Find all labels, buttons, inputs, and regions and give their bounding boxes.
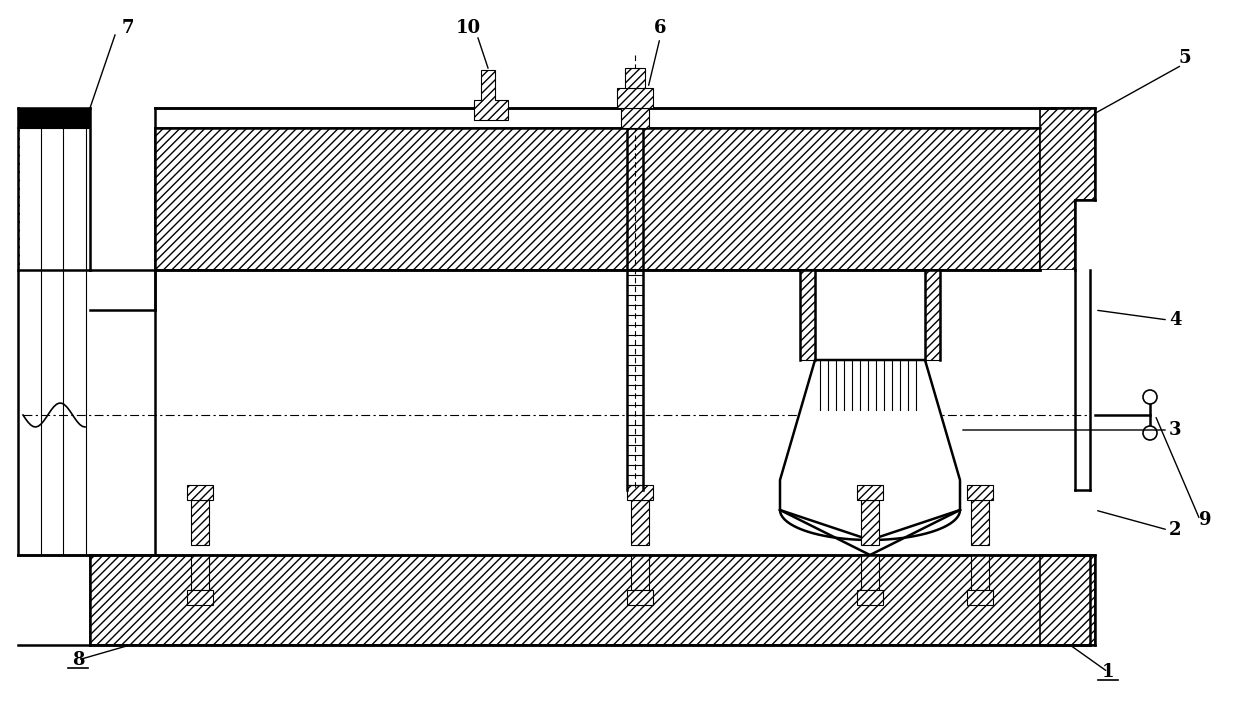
- Circle shape: [1143, 426, 1157, 440]
- Bar: [631, 500, 649, 545]
- Bar: [857, 485, 883, 500]
- Bar: [618, 88, 653, 108]
- Bar: [19, 108, 91, 128]
- Bar: [187, 485, 213, 500]
- Bar: [191, 500, 210, 545]
- Bar: [187, 590, 213, 605]
- Bar: [1040, 555, 1095, 645]
- Bar: [625, 68, 645, 88]
- Polygon shape: [1040, 108, 1095, 270]
- Bar: [857, 590, 883, 605]
- Bar: [621, 108, 649, 128]
- Text: 10: 10: [455, 19, 481, 37]
- Circle shape: [1143, 390, 1157, 404]
- Text: 6: 6: [653, 19, 666, 37]
- Bar: [155, 270, 1075, 555]
- Bar: [20, 128, 91, 555]
- Bar: [925, 270, 940, 360]
- Bar: [631, 555, 649, 590]
- Bar: [155, 128, 1040, 270]
- Bar: [191, 555, 210, 590]
- Bar: [91, 555, 1090, 645]
- Bar: [1076, 271, 1089, 489]
- Text: 9: 9: [1199, 511, 1211, 529]
- Text: 8: 8: [72, 651, 84, 669]
- Bar: [19, 128, 91, 270]
- Text: 3: 3: [1169, 421, 1182, 439]
- Bar: [971, 500, 990, 545]
- Polygon shape: [474, 70, 508, 120]
- Text: 4: 4: [1169, 311, 1182, 329]
- Bar: [861, 555, 879, 590]
- Bar: [627, 590, 653, 605]
- Text: 1: 1: [1102, 663, 1115, 681]
- Text: 7: 7: [122, 19, 134, 37]
- Text: 5: 5: [1179, 49, 1192, 67]
- Bar: [627, 485, 653, 500]
- Text: 2: 2: [1169, 521, 1182, 539]
- Polygon shape: [780, 360, 960, 540]
- Bar: [861, 500, 879, 545]
- Bar: [967, 590, 993, 605]
- Bar: [971, 555, 990, 590]
- Bar: [800, 270, 815, 360]
- Bar: [967, 485, 993, 500]
